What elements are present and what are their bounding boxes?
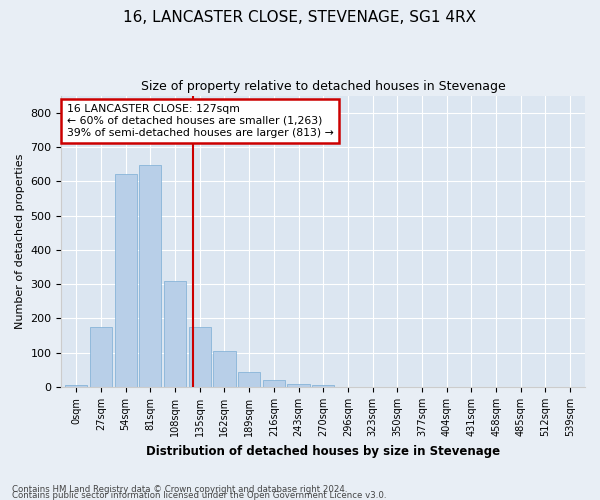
Bar xyxy=(263,380,285,387)
Bar xyxy=(213,351,236,387)
Bar xyxy=(139,165,161,387)
Y-axis label: Number of detached properties: Number of detached properties xyxy=(15,154,25,329)
Text: Contains HM Land Registry data © Crown copyright and database right 2024.: Contains HM Land Registry data © Crown c… xyxy=(12,484,347,494)
Text: 16, LANCASTER CLOSE, STEVENAGE, SG1 4RX: 16, LANCASTER CLOSE, STEVENAGE, SG1 4RX xyxy=(124,10,476,25)
Title: Size of property relative to detached houses in Stevenage: Size of property relative to detached ho… xyxy=(141,80,506,93)
Bar xyxy=(312,386,334,387)
Bar xyxy=(188,327,211,387)
X-axis label: Distribution of detached houses by size in Stevenage: Distribution of detached houses by size … xyxy=(146,444,500,458)
Bar xyxy=(287,384,310,387)
Bar xyxy=(238,372,260,387)
Bar xyxy=(164,281,186,387)
Bar xyxy=(90,327,112,387)
Text: 16 LANCASTER CLOSE: 127sqm
← 60% of detached houses are smaller (1,263)
39% of s: 16 LANCASTER CLOSE: 127sqm ← 60% of deta… xyxy=(67,104,334,138)
Bar xyxy=(115,174,137,387)
Bar xyxy=(65,386,88,387)
Text: Contains public sector information licensed under the Open Government Licence v3: Contains public sector information licen… xyxy=(12,490,386,500)
